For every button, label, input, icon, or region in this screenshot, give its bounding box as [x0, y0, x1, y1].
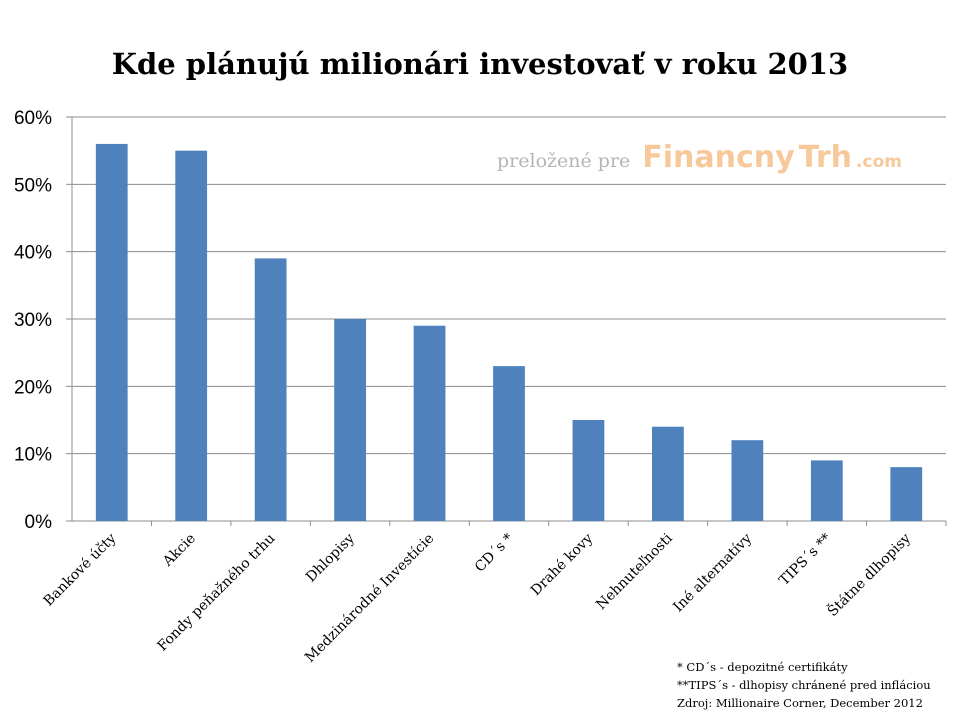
watermark-brand-part2: Trh [799, 140, 852, 175]
bar [572, 420, 605, 521]
footnotes: * CD´s - depozitné certifikáty **TIPS´s … [677, 660, 931, 710]
x-tick-label: Akcie [159, 531, 199, 571]
x-tick-label: Bankové účty [41, 530, 120, 609]
x-tick-label: Nehnuteľnosti [593, 530, 676, 613]
x-tick-label: Drahé kovy [528, 530, 596, 598]
watermark-domain: .com [856, 152, 902, 172]
y-axis-ticks: 0% 10% 20% 30% 40% 50% 60% [14, 108, 52, 533]
chart-title: Kde plánujú milionári investovať v roku … [112, 47, 848, 81]
x-tick-label: Medzinárodné Investície [302, 531, 437, 666]
x-tick-label: CD´s * [472, 531, 517, 576]
y-tick-label: 30% [14, 310, 52, 331]
x-tick-label: TIPS´s ** [776, 531, 834, 589]
bar [413, 325, 446, 521]
bar [890, 467, 923, 521]
svg-text:preložené pre Financny: preložené pre Financny Trh .com [497, 140, 902, 175]
gridlines [66, 116, 947, 526]
y-tick-label: 50% [14, 175, 52, 196]
bar [334, 319, 366, 521]
y-tick-label: 60% [14, 108, 52, 129]
x-tick-label: Iné alternatívy [670, 530, 755, 615]
watermark: preložené pre Financny Trh .com [497, 140, 902, 175]
footnote-source: Zdroj: Millionaire Corner, December 2012 [677, 696, 923, 710]
y-tick-label: 40% [14, 243, 52, 264]
bar [493, 366, 525, 521]
watermark-brand-part1: Financny [642, 140, 795, 175]
bar [95, 143, 128, 521]
y-tick-label: 10% [14, 445, 52, 466]
watermark-prefix: preložené pre [497, 150, 630, 172]
footnote-tips: **TIPS´s - dlhopisy chránené pred inflác… [677, 678, 931, 692]
bar [175, 150, 208, 521]
bar [731, 440, 764, 521]
bar [810, 460, 843, 521]
bar [254, 258, 287, 521]
bar [652, 426, 684, 521]
footnote-cds: * CD´s - depozitné certifikáty [677, 660, 848, 674]
y-tick-label: 20% [14, 377, 52, 398]
x-tick-label: Štátne dlhopisy [823, 529, 914, 620]
x-tick-label: Dhlopisy [303, 530, 358, 585]
bars [95, 143, 923, 521]
y-tick-label: 0% [25, 512, 53, 533]
